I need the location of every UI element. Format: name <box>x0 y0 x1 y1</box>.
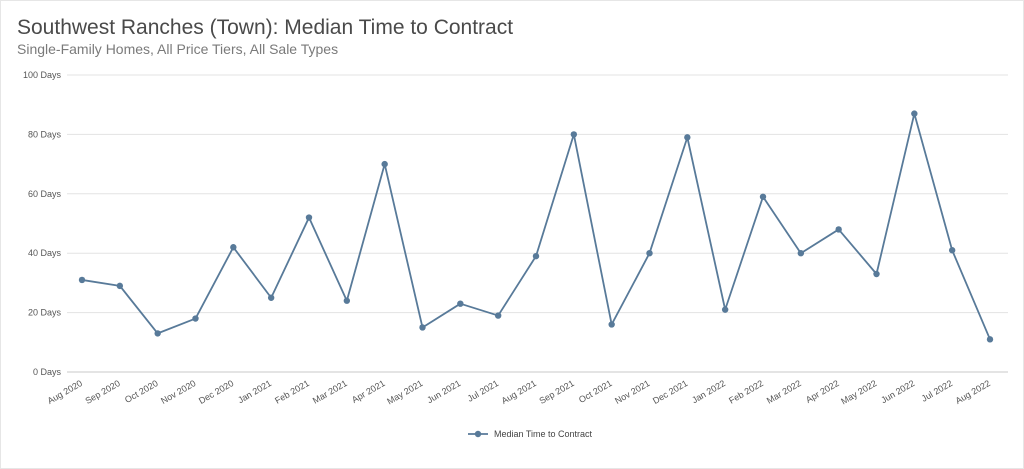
x-tick-label: Oct 2020 <box>123 378 160 405</box>
x-tick-label: Mar 2021 <box>311 378 349 406</box>
y-tick-label: 60 Days <box>28 189 62 199</box>
data-point[interactable] <box>646 250 653 257</box>
data-point[interactable] <box>911 110 918 117</box>
x-tick-label: Mar 2022 <box>765 378 803 406</box>
data-point[interactable] <box>684 134 691 141</box>
data-point[interactable] <box>721 306 729 313</box>
data-point[interactable] <box>154 330 161 337</box>
x-tick-label: Jan 2022 <box>690 378 727 405</box>
chart-subtitle: Single-Family Homes, All Price Tiers, Al… <box>17 41 339 57</box>
data-point[interactable] <box>230 244 237 251</box>
data-point[interactable] <box>608 321 615 328</box>
x-tick-label: Sep 2021 <box>537 378 575 406</box>
legend-label[interactable]: Median Time to Contract <box>494 429 593 439</box>
x-tick-label: Jul 2022 <box>920 378 954 404</box>
data-point[interactable] <box>381 160 388 168</box>
x-tick-label: Feb 2021 <box>273 378 311 406</box>
data-point[interactable] <box>835 226 842 233</box>
data-point[interactable] <box>457 300 464 307</box>
x-tick-label: Aug 2020 <box>46 378 84 406</box>
x-tick-label: Nov 2021 <box>613 378 651 406</box>
data-point[interactable] <box>267 294 275 301</box>
x-tick-label: May 2021 <box>385 378 424 406</box>
legend-marker <box>474 430 482 438</box>
x-tick-label: Oct 2021 <box>577 378 614 405</box>
chart-title: Southwest Ranches (Town): Median Time to… <box>17 16 514 39</box>
x-tick-label: Jun 2021 <box>425 378 462 405</box>
x-tick-label: Aug 2021 <box>500 378 538 406</box>
x-tick-label: Jan 2021 <box>236 378 273 405</box>
x-tick-label: Jun 2022 <box>879 378 916 405</box>
y-tick-label: 100 Days <box>23 70 62 80</box>
y-tick-label: 20 Days <box>28 308 62 318</box>
data-point[interactable] <box>192 315 199 322</box>
y-tick-label: 0 Days <box>33 367 62 377</box>
x-tick-label: May 2022 <box>839 378 878 406</box>
data-point[interactable] <box>797 250 805 257</box>
x-tick-label: Dec 2021 <box>651 378 689 406</box>
data-point[interactable] <box>759 193 767 200</box>
x-tick-label: Apr 2022 <box>804 378 841 405</box>
x-tick-label: Feb 2022 <box>727 378 765 406</box>
data-point[interactable] <box>419 324 426 331</box>
data-point[interactable] <box>343 297 351 304</box>
data-point[interactable] <box>78 276 86 284</box>
x-tick-label: Jul 2021 <box>466 378 500 404</box>
data-point[interactable] <box>986 336 994 343</box>
data-point[interactable] <box>116 282 124 290</box>
series-line <box>81 112 991 340</box>
y-tick-label: 80 Days <box>28 129 62 139</box>
data-point[interactable] <box>305 214 313 221</box>
x-tick-label: Apr 2021 <box>350 378 387 405</box>
data-point[interactable] <box>532 252 540 260</box>
data-point[interactable] <box>494 312 502 319</box>
data-point[interactable] <box>948 247 956 254</box>
x-tick-label: Aug 2022 <box>954 378 992 406</box>
data-point[interactable] <box>873 270 880 278</box>
data-point[interactable] <box>570 131 578 138</box>
y-tick-label: 40 Days <box>28 248 62 258</box>
x-tick-label: Dec 2020 <box>197 378 235 406</box>
x-tick-label: Sep 2020 <box>83 378 121 406</box>
x-tick-label: Nov 2020 <box>159 378 197 406</box>
